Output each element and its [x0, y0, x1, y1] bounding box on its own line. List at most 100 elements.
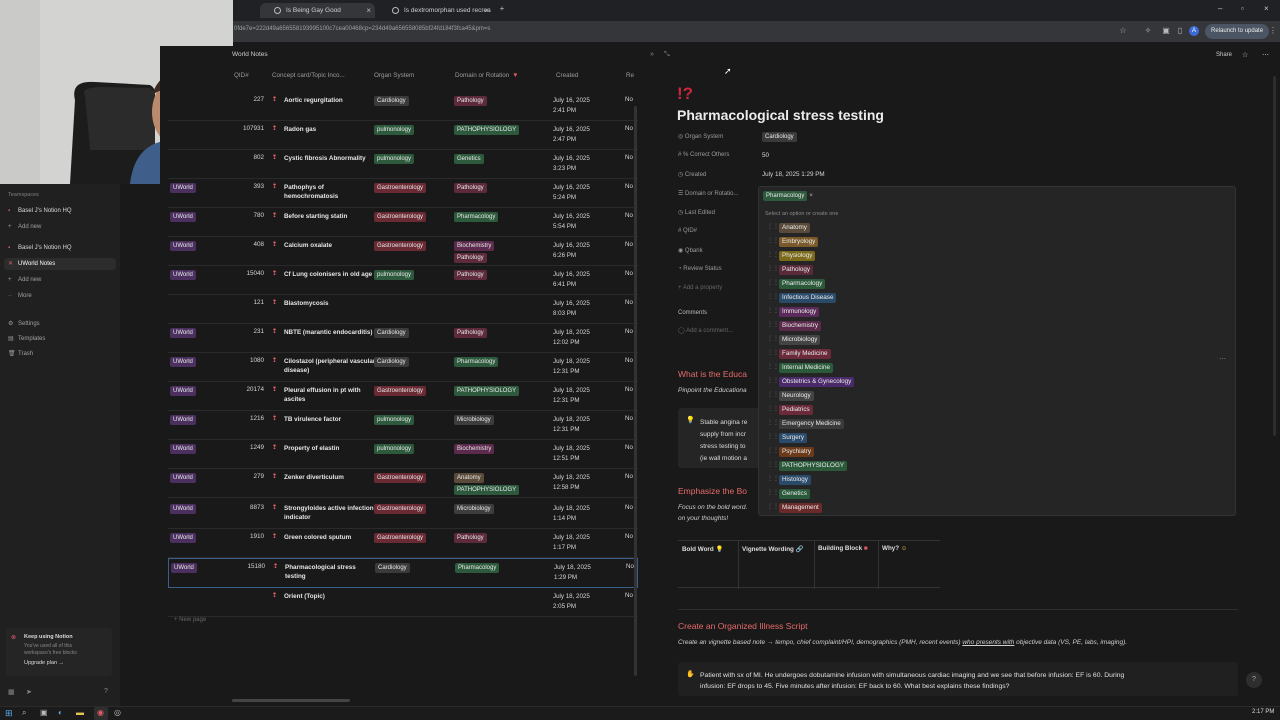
- dropdown-option[interactable]: Pharmacology: [779, 279, 826, 289]
- relaunch-button[interactable]: Relaunch to update: [1205, 24, 1270, 39]
- concept-cell[interactable]: Cilostazol (peripheral vascular disease): [284, 358, 376, 374]
- column-header-organ[interactable]: Organ System: [374, 70, 414, 82]
- dropdown-option[interactable]: PATHOPHYSIOLOGY: [779, 461, 848, 471]
- dropdown-option[interactable]: Pathology: [779, 265, 814, 275]
- sidebar-item-templates[interactable]: ▤ Templates: [8, 333, 45, 345]
- dropdown-option[interactable]: Obstetrics & Gynecology: [779, 377, 855, 387]
- dropdown-option[interactable]: Embryology: [779, 237, 819, 247]
- close-icon[interactable]: ×: [366, 6, 371, 15]
- folder-icon[interactable]: ▬: [76, 708, 84, 717]
- concept-cell[interactable]: Green colored sputum: [284, 534, 352, 541]
- table-row[interactable]: 227 ❢ Aortic regurgitation Cardiology Pathol…: [168, 92, 638, 121]
- sidebar-item-more[interactable]: ·· More: [8, 290, 32, 302]
- drag-handle-icon[interactable]: ⋮⋮: [767, 336, 779, 342]
- concept-cell[interactable]: Pleural effusion in pt with ascites: [284, 387, 361, 403]
- table-row[interactable]: UWorld 15180 ❢ Pharmacological stress testi…: [168, 558, 638, 588]
- column-header-domain[interactable]: Domain or Rotation ▼: [455, 70, 518, 82]
- sidebar-item-add-new[interactable]: + Add new: [8, 274, 41, 286]
- table-row[interactable]: UWorld 1249 ❢ Property of elastin pulmonolog…: [168, 440, 638, 469]
- chrome-taskbar-button[interactable]: ◉: [94, 707, 108, 720]
- add-comment-input[interactable]: ◯ Add a comment...: [678, 328, 734, 334]
- add-property-button[interactable]: + Add a property: [678, 285, 723, 291]
- drag-handle-icon[interactable]: ⋮⋮: [767, 378, 779, 384]
- table-row[interactable]: 121 ❢ Blastomycosis July 16, 2025 8:03 PM No: [168, 295, 638, 324]
- dropdown-option[interactable]: Infectious Disease: [779, 293, 837, 303]
- sidepanel-icon[interactable]: ▯: [1177, 26, 1183, 35]
- edge-icon[interactable]: ◐: [58, 708, 63, 717]
- concept-cell[interactable]: Blastomycosis: [284, 300, 329, 307]
- drag-handle-icon[interactable]: ⋮⋮: [767, 490, 779, 496]
- dropdown-option[interactable]: Biochemistry: [779, 321, 822, 331]
- horizontal-scrollbar[interactable]: [232, 699, 350, 702]
- sidebar-item-add-new[interactable]: + Add new: [8, 221, 41, 233]
- table-row[interactable]: UWorld 393 ❢ Pathophys of hemochromatosis Ga…: [168, 179, 638, 208]
- concept-cell[interactable]: Pathophys of hemochromatosis: [284, 184, 339, 200]
- concept-cell[interactable]: NBTE (marantic endocarditis): [284, 329, 373, 336]
- puzzle-icon[interactable]: ▣: [1162, 26, 1170, 35]
- table-row[interactable]: UWorld 231 ❢ NBTE (marantic endocarditis) Ca…: [168, 324, 638, 353]
- profile-avatar[interactable]: A: [1189, 26, 1199, 36]
- maximize-icon[interactable]: ▫: [1241, 4, 1244, 13]
- building-block-table[interactable]: Bold Word 💡 Vignette Wording 🔗 Building …: [678, 540, 940, 589]
- column-header-qid[interactable]: QID#: [234, 70, 249, 82]
- property-label[interactable]: # % Correct Others: [678, 152, 730, 158]
- concept-cell[interactable]: Orient (Topic): [284, 593, 325, 600]
- start-icon[interactable]: ⊞: [5, 708, 13, 718]
- table-row[interactable]: UWorld 1910 ❢ Green colored sputum Gastroent…: [168, 529, 638, 558]
- page-scrollbar[interactable]: [1273, 76, 1276, 436]
- table-row[interactable]: 107931 ❢ Radon gas pulmonology PATHOPHYSIOLO…: [168, 121, 638, 150]
- drag-handle-icon[interactable]: ⋮⋮: [767, 406, 779, 412]
- table-row[interactable]: UWorld 780 ❢ Before starting statin Gastroen…: [168, 208, 638, 237]
- bookmark-star-icon[interactable]: ☆: [1119, 26, 1127, 35]
- drag-handle-icon[interactable]: ⋮⋮: [767, 476, 779, 482]
- browser-tab[interactable]: Is dextromorphan used recrea ×: [378, 3, 493, 18]
- vignette-callout[interactable]: ✋ Patient with sx of MI. He undergoes do…: [678, 662, 1238, 696]
- more-dots-icon[interactable]: ⋯: [1262, 52, 1269, 59]
- concept-cell[interactable]: Property of elastin: [284, 445, 340, 452]
- new-page-button[interactable]: + New page: [174, 617, 207, 623]
- table-row[interactable]: 802 ❢ Cystic fibrosis Abnormality pulmonolo…: [168, 150, 638, 179]
- menu-dots-icon[interactable]: ⋮: [1269, 26, 1277, 35]
- dropdown-option[interactable]: Surgery: [779, 433, 808, 443]
- page-title[interactable]: Pharmacological stress testing: [677, 107, 884, 123]
- property-label[interactable]: ◉ Qbank: [678, 248, 703, 254]
- dropdown-option[interactable]: Anatomy: [779, 223, 810, 233]
- property-label[interactable]: ◎ Organ System: [678, 134, 724, 140]
- new-tab-icon[interactable]: +: [499, 4, 505, 13]
- sidebar-item-uworld-notes[interactable]: ✕ UWorld Notes: [4, 258, 116, 270]
- sidebar-item-settings[interactable]: ⚙ Settings: [8, 318, 40, 330]
- table-scrollbar[interactable]: [634, 106, 637, 676]
- column-header-concept[interactable]: Concept card/Topic Inco...: [272, 70, 345, 82]
- sidebar-item-workspace[interactable]: ▪ Basel J's Notion HQ: [8, 205, 72, 217]
- page-icon[interactable]: !?: [677, 84, 694, 103]
- property-label[interactable]: ◷ Last Edited: [678, 210, 715, 216]
- property-value[interactable]: July 18, 2025 1:29 PM: [762, 171, 825, 178]
- concept-cell[interactable]: Radon gas: [284, 126, 317, 133]
- drag-handle-icon[interactable]: ⋮⋮: [767, 364, 779, 370]
- drag-handle-icon[interactable]: ⋮⋮: [767, 238, 779, 244]
- property-label[interactable]: # QID#: [678, 228, 698, 234]
- drag-handle-icon[interactable]: ⋮⋮: [767, 252, 779, 258]
- concept-cell[interactable]: Zenker diverticulum: [284, 474, 344, 481]
- table-row[interactable]: UWorld 408 ❢ Calcium oxalate Gastroenterolog…: [168, 237, 638, 266]
- drag-handle-icon[interactable]: ⋮⋮: [767, 350, 779, 356]
- table-row[interactable]: UWorld 20174 ❢ Pleural effusion in pt with …: [168, 382, 638, 411]
- property-value[interactable]: Cardiology: [762, 132, 799, 142]
- send-icon[interactable]: ➤: [26, 689, 32, 696]
- share-button[interactable]: Share: [1216, 52, 1233, 58]
- dropdown-option[interactable]: Pediatrics: [779, 405, 813, 415]
- dropdown-option[interactable]: Emergency Medicine: [779, 419, 844, 429]
- drag-handle-icon[interactable]: ⋮⋮: [767, 224, 779, 230]
- drag-handle-icon[interactable]: ⋮⋮: [767, 462, 779, 468]
- dropdown-option[interactable]: Psychiatry: [779, 447, 815, 457]
- sidebar-item-trash[interactable]: 🗑 Trash: [8, 348, 33, 360]
- drag-handle-icon[interactable]: ⋮⋮: [767, 266, 779, 272]
- drag-handle-icon[interactable]: ⋮⋮: [767, 448, 779, 454]
- concept-cell[interactable]: Cf Lung colonisers in old age: [284, 271, 373, 278]
- table-row[interactable]: UWorld 279 ❢ Zenker diverticulum Gastroenter…: [168, 469, 638, 498]
- sidebar-item-workspace[interactable]: ▪ Basel J's Notion HQ: [8, 242, 72, 254]
- browser-tab[interactable]: Is Being Gay Good ×: [260, 3, 375, 18]
- task-view-icon[interactable]: ▣: [40, 708, 48, 717]
- drag-handle-icon[interactable]: ⋮⋮: [767, 434, 779, 440]
- dropdown-option[interactable]: Family Medicine: [779, 349, 831, 359]
